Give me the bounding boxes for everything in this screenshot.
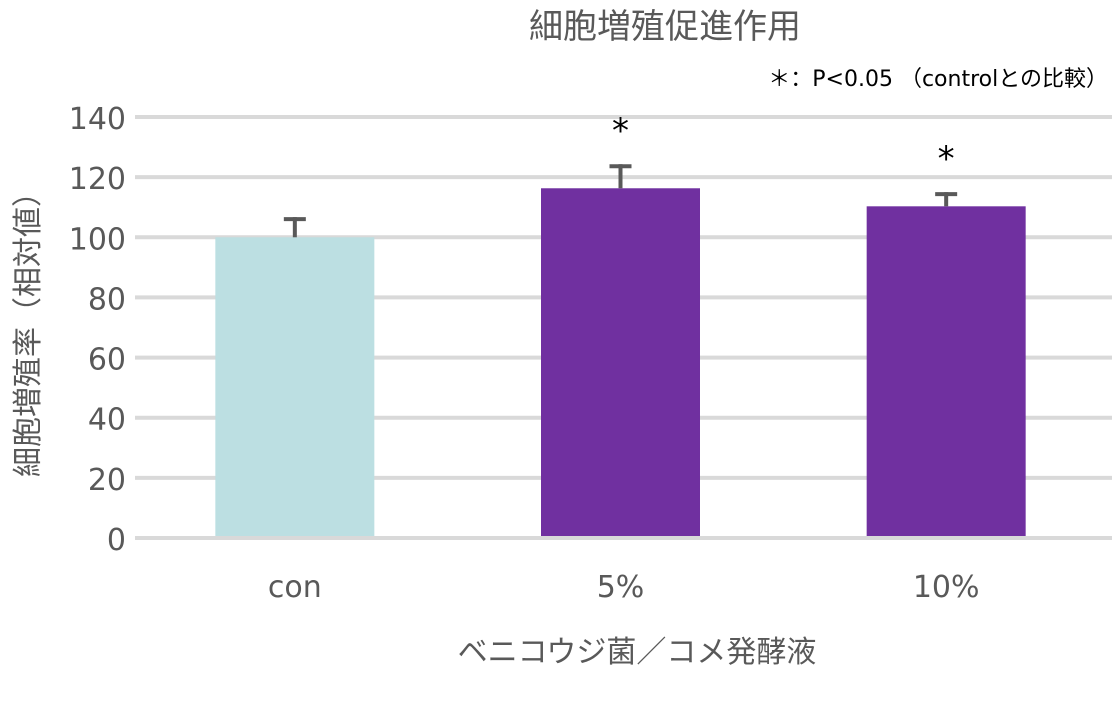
chart-title: 細胞増殖促進作用 [529, 7, 801, 47]
y-tick-label: 20 [88, 463, 126, 498]
x-tick-label: con [268, 570, 322, 605]
y-tick-label: 100 [69, 222, 126, 257]
y-tick-label: 40 [88, 403, 126, 438]
y-tick-label: 0 [107, 523, 126, 558]
significance-note: ＊：P<0.05 （controlとの比較） [768, 67, 1108, 92]
x-tick-label: 10% [913, 570, 980, 605]
significance-marker: * [938, 139, 955, 179]
y-tick-label: 120 [69, 162, 126, 197]
significance-marker: * [612, 111, 629, 151]
bar [215, 237, 375, 537]
y-axis-label: 細胞増殖率（相対値） [11, 177, 46, 477]
x-axis-label: ベニコウジ菌／コメ発酵液 [458, 635, 817, 670]
x-tick-label: 5% [597, 570, 645, 605]
y-tick-label: 140 [69, 102, 126, 137]
bar [541, 188, 700, 536]
bar [866, 206, 1026, 537]
y-tick-label: 60 [88, 343, 126, 378]
y-tick-label: 80 [88, 282, 126, 317]
